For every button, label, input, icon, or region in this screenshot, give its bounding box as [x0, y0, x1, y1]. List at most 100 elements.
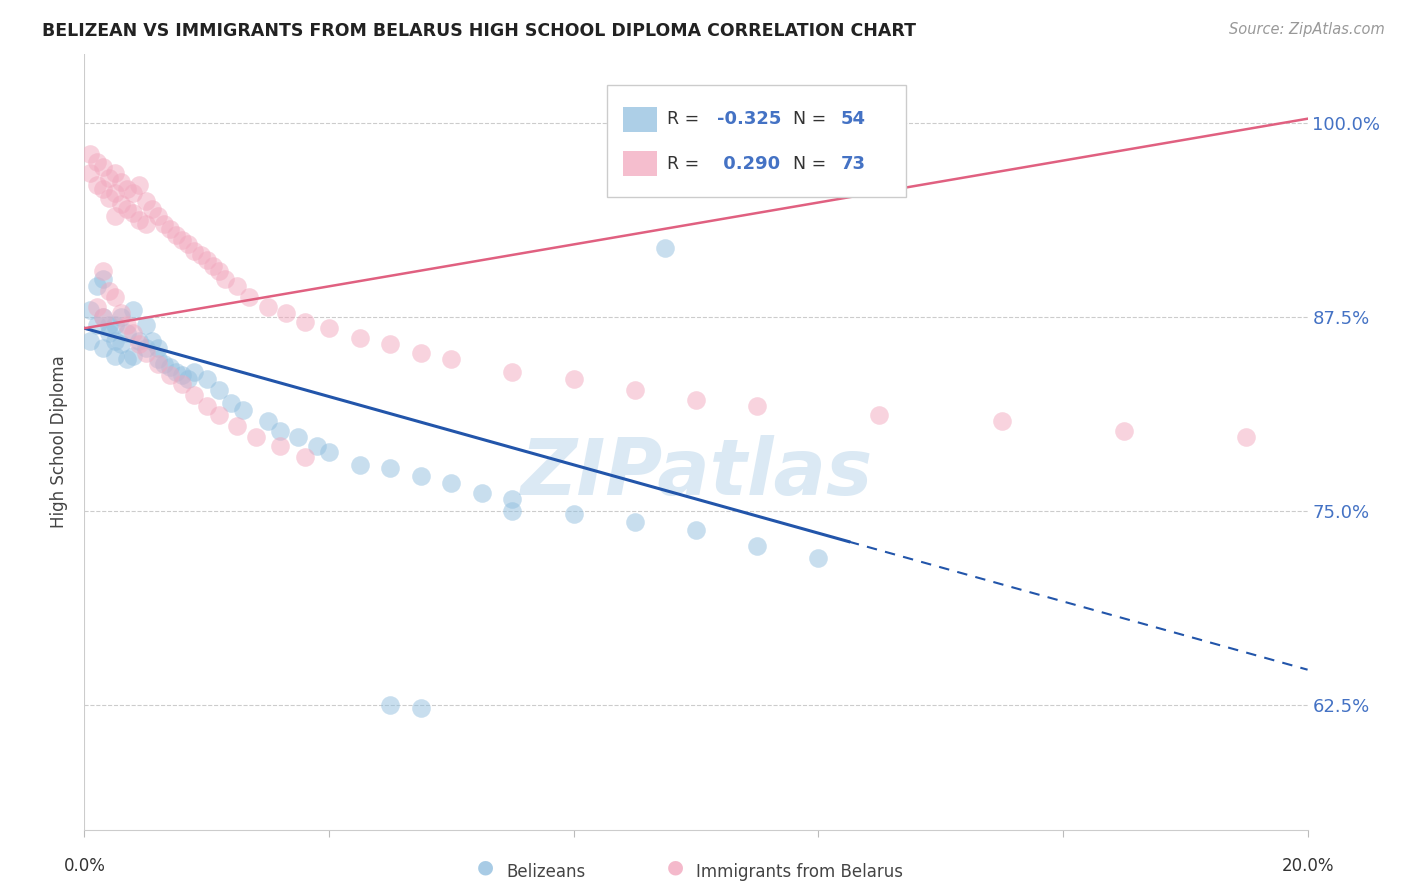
Text: 54: 54 [841, 111, 865, 128]
Text: Belizeans: Belizeans [506, 863, 585, 881]
Point [97, 326, 120, 340]
Point [226, 279, 249, 293]
Point [153, 217, 176, 231]
Point [208, 408, 231, 422]
Point [409, 701, 432, 715]
Point [654, 240, 676, 254]
Point [238, 290, 260, 304]
Point [104, 166, 127, 180]
Point [97, 170, 120, 185]
Point [115, 326, 138, 340]
Point [104, 186, 127, 201]
Point [128, 178, 150, 193]
Point [110, 336, 132, 351]
Point [115, 318, 138, 333]
Point [79, 334, 101, 348]
Point [86, 300, 108, 314]
Point [146, 357, 169, 371]
Point [232, 403, 254, 417]
FancyBboxPatch shape [623, 152, 657, 176]
Point [104, 349, 127, 363]
Point [135, 217, 157, 231]
Point [128, 334, 150, 348]
Text: 0.290: 0.290 [717, 154, 780, 173]
Point [226, 419, 249, 434]
Point [172, 233, 194, 247]
Point [91, 310, 114, 325]
Point [440, 352, 463, 367]
Point [177, 237, 200, 252]
Point [245, 430, 267, 444]
Point [807, 550, 830, 566]
Point [165, 228, 187, 243]
Point [146, 210, 169, 224]
Point [276, 306, 298, 320]
Point [115, 352, 138, 367]
Point [141, 334, 163, 348]
Point [380, 461, 402, 475]
FancyBboxPatch shape [623, 107, 657, 132]
Point [562, 508, 585, 522]
Text: ●: ● [666, 857, 683, 876]
Point [159, 368, 181, 382]
Point [104, 334, 127, 348]
Point [172, 368, 194, 382]
Text: -0.325: -0.325 [717, 111, 782, 128]
Point [141, 202, 163, 216]
Point [122, 302, 145, 317]
Point [685, 392, 707, 407]
Point [471, 485, 494, 500]
Point [201, 259, 224, 273]
Point [86, 318, 108, 333]
Point [135, 346, 157, 360]
Point [79, 302, 101, 317]
Point [214, 271, 236, 285]
Point [219, 396, 242, 410]
Text: 73: 73 [841, 154, 865, 173]
Point [380, 698, 402, 713]
Point [153, 357, 176, 371]
Point [135, 194, 157, 208]
Point [195, 399, 218, 413]
Point [165, 365, 187, 379]
Text: BELIZEAN VS IMMIGRANTS FROM BELARUS HIGH SCHOOL DIPLOMA CORRELATION CHART: BELIZEAN VS IMMIGRANTS FROM BELARUS HIGH… [42, 22, 917, 40]
Point [86, 178, 108, 193]
Point [104, 210, 127, 224]
Point [135, 342, 157, 356]
Point [115, 202, 138, 216]
Point [159, 222, 181, 236]
Point [440, 476, 463, 491]
Point [294, 450, 316, 464]
Point [91, 271, 114, 285]
Point [269, 424, 291, 438]
Point [195, 252, 218, 267]
Point [115, 181, 138, 195]
FancyBboxPatch shape [606, 85, 907, 197]
Point [122, 186, 145, 201]
Point [172, 377, 194, 392]
Text: ZIPatlas: ZIPatlas [520, 434, 872, 510]
Point [183, 244, 205, 258]
Point [146, 342, 169, 356]
Y-axis label: High School Diploma: High School Diploma [51, 355, 69, 528]
Point [869, 408, 891, 422]
Point [747, 399, 769, 413]
Point [562, 372, 585, 386]
Point [183, 365, 205, 379]
Point [128, 336, 150, 351]
Point [183, 388, 205, 402]
Point [177, 372, 200, 386]
Point [104, 290, 127, 304]
Point [502, 504, 524, 518]
Point [1114, 424, 1136, 438]
Point [110, 197, 132, 211]
Point [991, 414, 1014, 428]
Point [380, 336, 402, 351]
Text: Source: ZipAtlas.com: Source: ZipAtlas.com [1229, 22, 1385, 37]
Point [208, 384, 231, 398]
Point [97, 318, 120, 333]
Text: R =: R = [666, 154, 699, 173]
Point [79, 147, 101, 161]
Point [97, 284, 120, 298]
Point [624, 384, 647, 398]
